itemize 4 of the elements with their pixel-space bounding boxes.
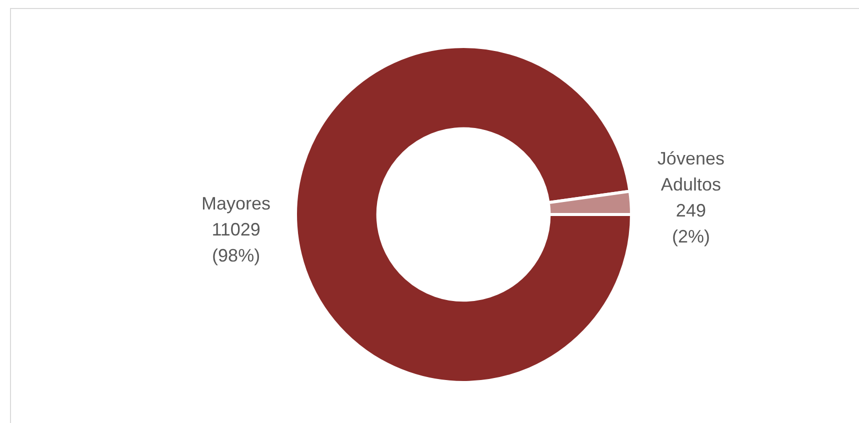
data-label: 11029 (98%) bbox=[212, 219, 260, 266]
slice-label: Jóvenes Adultos bbox=[657, 148, 724, 195]
data-label: 249 (2%) bbox=[672, 200, 710, 247]
slice-label: Mayores bbox=[202, 193, 271, 214]
